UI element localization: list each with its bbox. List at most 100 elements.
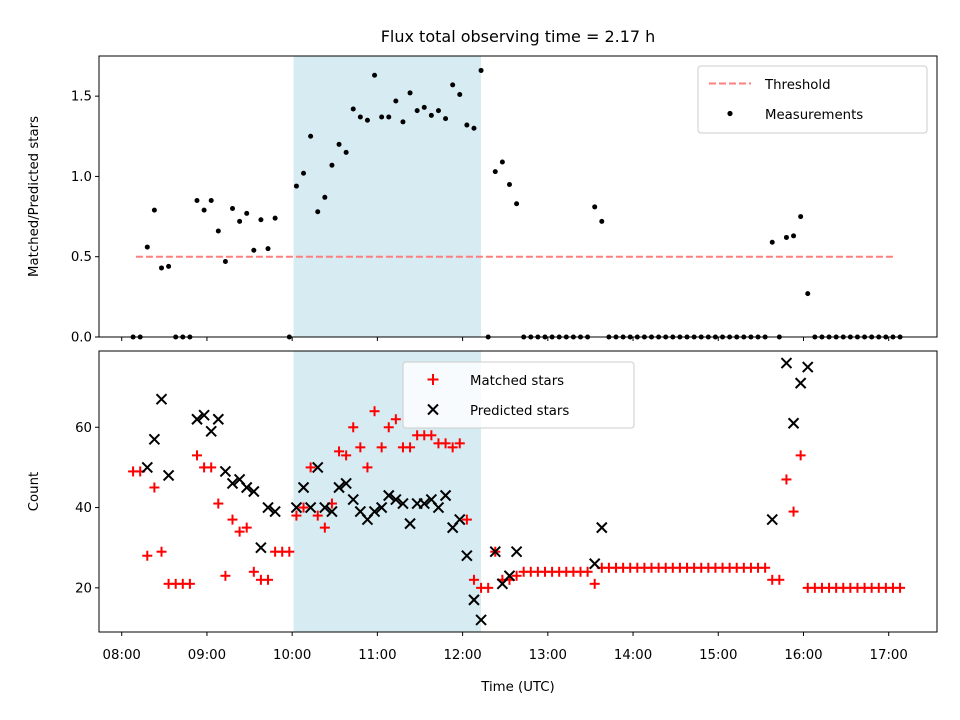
matched-stars-point [291,510,302,521]
predicted-stars-point [290,501,303,514]
measurement-point [166,263,172,269]
predicted-stars-point [340,477,352,490]
measurements-legend-swatch [727,110,733,117]
measurement-point [386,114,392,120]
measurement-point [272,215,278,221]
predicted-stars-point [397,497,409,510]
predicted-stars-point [148,433,161,446]
predicted-stars-point [432,501,445,514]
matched-stars-point [248,566,259,577]
measurement-point [251,247,257,253]
predicted-stars-point [390,493,402,506]
predicted-stars-point [404,517,416,530]
predicted-stars-point [588,558,601,570]
measurement-point [258,217,264,223]
matched-stars-point [795,450,806,461]
count-legend-box [402,361,635,429]
x-tick-label: 12:00 [443,648,481,663]
matched-stars-point [319,522,330,533]
matched-legend-swatch [427,374,439,385]
measurement-point [230,206,236,212]
measurement-point [791,233,797,239]
measurement-point [322,194,328,200]
matched-stars-point [589,578,600,589]
matched-stars-point [213,498,224,509]
matched-stars-point [220,570,231,581]
predicted-stars-point [141,461,153,474]
measurement-point [301,170,307,176]
matched-legend-label: Matched stars [470,374,564,389]
predicted-legend-swatch [427,403,439,416]
matched-stars-point [461,514,472,525]
matched-stars-point [305,462,316,473]
predicted-legend-label: Predicted stars [470,404,569,419]
predicted-stars-point [162,469,175,482]
x-tick-label: 14:00 [614,648,652,663]
x-tick-label: 16:00 [784,648,822,663]
y-tick-label: 20 [75,581,92,596]
measurement-point [592,204,598,210]
predicted-stars-point [297,481,310,494]
predicted-stars-point [802,361,814,373]
matched-stars-point [142,550,153,561]
ratio-y-axis-label: Matched/Predicted stars [27,116,42,277]
x-tick-label: 15:00 [699,648,737,663]
matched-stars-point [263,574,274,585]
measurement-point [492,169,498,175]
predicted-stars-point [191,413,203,425]
measurement-point [215,228,221,234]
predicted-stars-point [489,546,501,558]
measurement-point [798,214,804,220]
matched-stars-point [468,574,479,585]
measurement-point [237,218,243,224]
predicted-stars-point [198,409,210,421]
x-tick-label: 13:00 [529,648,567,663]
matched-stars-point [192,450,203,461]
measurement-point [194,198,200,204]
matched-stars-point [284,546,295,557]
matched-stars-point [511,570,522,581]
measurement-point [450,82,456,88]
matched-stars-point [369,406,380,417]
predicted-stars-point [312,461,324,474]
y-tick-label: 60 [75,421,92,436]
predicted-stars-point [241,481,253,494]
measurement-point [499,159,505,165]
measurement-point [393,98,399,104]
predicted-stars-point [510,546,523,558]
matched-stars-point [440,438,451,449]
x-tick-label: 17:00 [870,648,908,663]
measurement-point [329,162,335,168]
predicted-stars-point [383,489,395,502]
matched-stars-point [390,414,401,425]
predicted-stars-point [333,481,345,494]
predicted-stars-point [212,413,225,425]
measurement-point [414,108,420,114]
x-axis-label: Time (UTC) [480,680,555,695]
matched-stars-point [760,562,771,573]
matched-stars-point [298,502,309,513]
measurement-point [407,90,413,96]
predicted-stars-point [461,550,473,562]
matched-stars-point [334,446,345,457]
measurement-point [336,141,342,147]
predicted-stars-point [766,513,778,526]
measurement-point [428,112,434,118]
measurement-point [443,116,449,122]
measurement-point [400,119,406,125]
predicted-stars-point [248,485,260,498]
matched-stars-point [788,506,799,517]
predicted-stars-point [205,425,217,437]
predicted-stars-point [596,521,608,534]
ratio-legend-box [697,65,928,134]
ratio-panel-frame [98,55,938,338]
x-tick-label: 11:00 [358,648,396,663]
matched-stars-point [383,422,394,433]
predicted-stars-point [418,497,430,510]
predicted-stars-point [468,594,480,606]
predicted-stars-point [454,513,466,526]
matched-stars-point [362,462,373,473]
predicted-stars-point [347,493,359,506]
predicted-stars-point [326,505,338,518]
measurement-point [471,125,477,131]
